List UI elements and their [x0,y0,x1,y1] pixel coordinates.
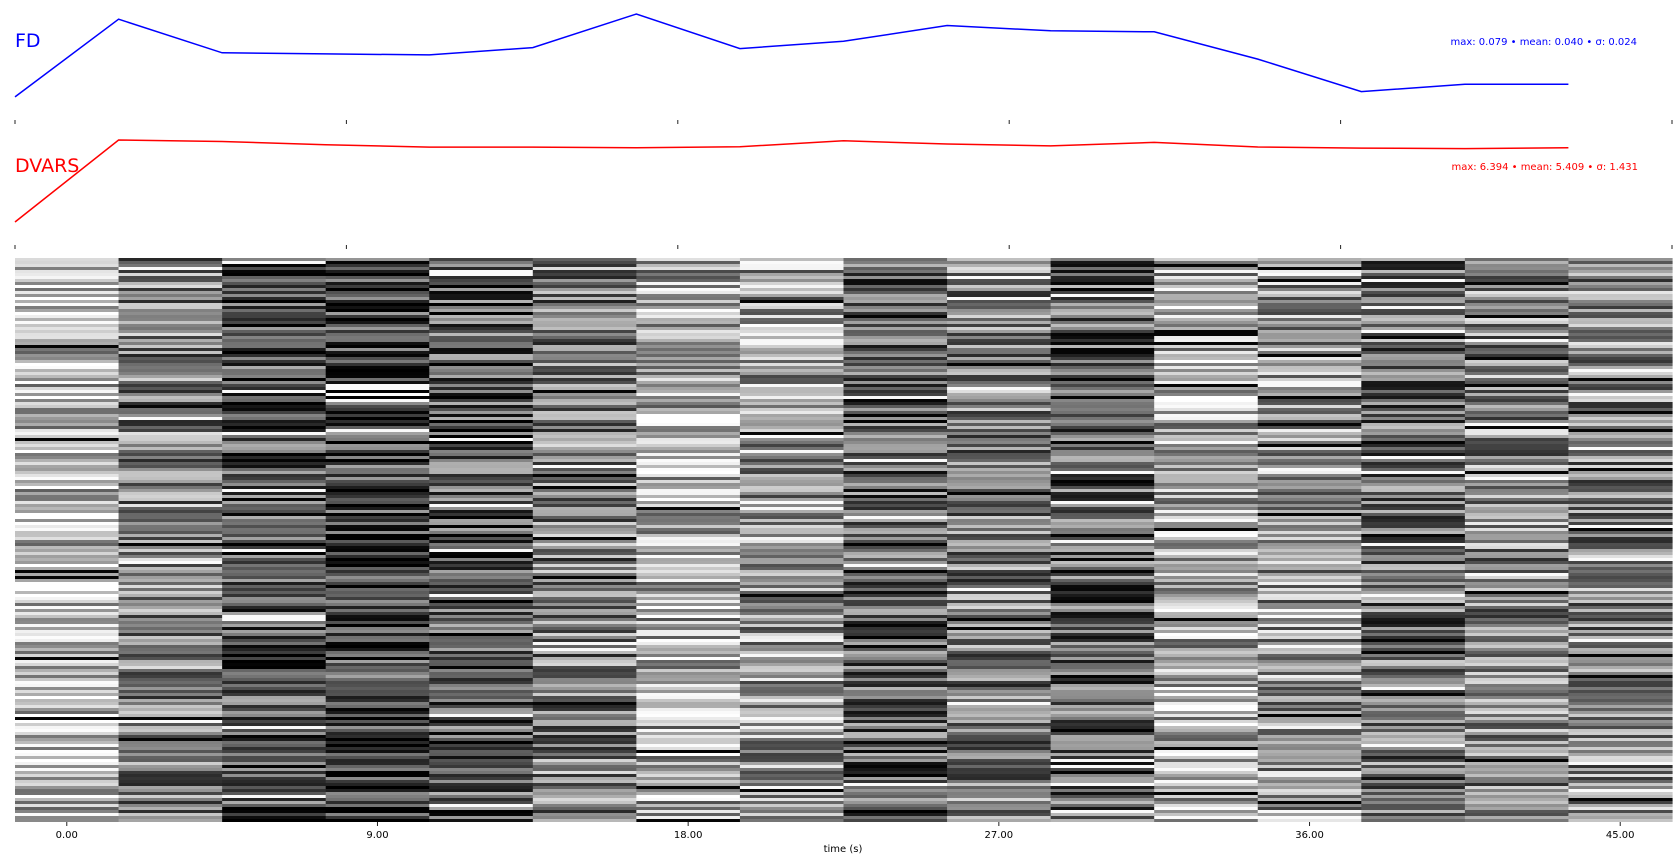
time-tick-label: 36.00 [1295,830,1324,841]
fd-panel-ticks [14,120,1673,124]
time-tick-label: 0.00 [56,830,78,841]
carpet-column [532,258,637,822]
carpet-column [1154,258,1259,822]
carpet-column [325,258,430,822]
fd-series-line [14,13,1569,98]
time-tick-label: 9.00 [366,830,388,841]
time-tick-label: 45.00 [1606,830,1635,841]
dvars-series-label: DVARS [15,155,79,177]
dvars-panel-ticks [14,245,1673,249]
fd-panel: FD max: 0.079 • mean: 0.040 • σ: 0.024 [14,13,1673,124]
carpet-column [843,258,948,822]
carpet-column [1568,258,1673,822]
carpet-column [1050,258,1155,822]
carpet-column [15,258,120,822]
dvars-panel: DVARS max: 6.394 • mean: 5.409 • σ: 1.43… [14,139,1673,249]
carpet-column [118,258,223,822]
carpet-column [1464,258,1570,822]
dvars-series-line [14,139,1569,223]
carpet-heatmap [15,258,1673,822]
time-axis-label: time (s) [824,844,863,855]
time-tick-label: 27.00 [985,830,1014,841]
carpet-column [636,258,741,822]
carpet-column [222,258,327,822]
carpet-column [947,258,1052,822]
carpet-column [1257,258,1362,822]
carpet-column [1361,258,1466,822]
fd-stats-annotation: max: 0.079 • mean: 0.040 • σ: 0.024 [1450,37,1637,48]
time-axis: 0.00 9.00 18.00 27.00 36.00 45.00 [56,822,1635,841]
time-tick-label: 18.00 [674,830,703,841]
dvars-stats-annotation: max: 6.394 • mean: 5.409 • σ: 1.431 [1451,162,1638,173]
carpet-column [739,258,845,822]
carpet-column [429,258,534,822]
fd-series-label: FD [15,30,41,52]
